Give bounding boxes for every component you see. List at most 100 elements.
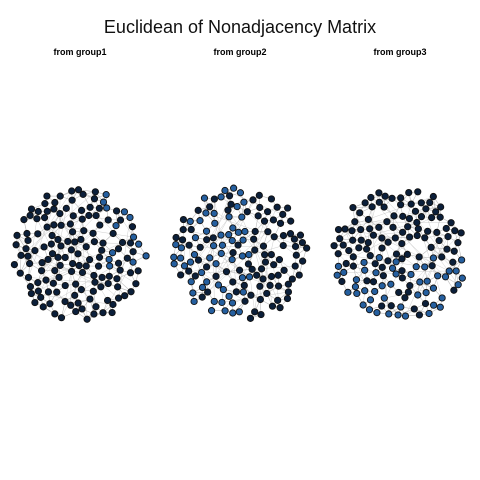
network-node xyxy=(391,234,399,242)
network-node xyxy=(334,262,343,270)
network-node xyxy=(48,231,56,240)
network-node xyxy=(172,240,180,249)
panel-title-group2: from group2 xyxy=(213,47,267,57)
network-node xyxy=(202,263,211,271)
network-node xyxy=(444,233,452,241)
network-node xyxy=(202,209,210,217)
network-node xyxy=(95,204,103,212)
network-node xyxy=(94,262,103,270)
network-node xyxy=(452,267,460,275)
network-node xyxy=(366,252,374,260)
network-node xyxy=(344,288,352,296)
network-node xyxy=(128,223,137,231)
network-node xyxy=(385,310,393,318)
network-node xyxy=(203,278,211,286)
network-node xyxy=(403,250,411,259)
network-node xyxy=(290,235,299,243)
network-plot-group1 xyxy=(10,186,150,323)
network-node xyxy=(210,297,218,306)
network-node xyxy=(186,217,194,226)
network-node xyxy=(51,266,59,275)
network-node xyxy=(375,198,383,206)
network-node xyxy=(416,278,424,286)
network-node xyxy=(64,237,72,246)
network-node xyxy=(196,243,204,251)
network-node xyxy=(421,299,430,308)
network-node xyxy=(108,249,117,257)
network-node xyxy=(224,206,232,214)
network-node xyxy=(240,198,248,206)
network-node xyxy=(361,199,369,207)
network-node xyxy=(259,275,267,283)
network-node xyxy=(129,258,137,266)
network-node xyxy=(363,245,371,253)
network-node xyxy=(454,239,462,247)
network-node xyxy=(378,263,386,271)
network-node xyxy=(287,217,295,225)
network-node xyxy=(44,255,52,264)
network-node xyxy=(61,253,69,262)
network-node xyxy=(441,273,450,281)
network-node xyxy=(399,212,407,220)
network-node xyxy=(170,253,178,261)
network-node xyxy=(433,228,441,237)
network-node xyxy=(436,213,444,221)
network-node xyxy=(429,284,438,292)
network-node xyxy=(424,227,432,235)
network-node xyxy=(421,234,429,242)
network-node xyxy=(219,285,227,294)
network-edge xyxy=(364,270,397,275)
network-node xyxy=(361,287,369,295)
network-edge xyxy=(46,226,136,284)
network-edge xyxy=(213,195,230,238)
network-node xyxy=(255,191,263,199)
network-node xyxy=(51,198,59,207)
network-node xyxy=(203,236,211,244)
network-node xyxy=(126,239,135,247)
network-node xyxy=(24,236,32,245)
network-node xyxy=(39,303,47,311)
network-node xyxy=(435,236,443,245)
network-node xyxy=(392,250,401,258)
network-node xyxy=(241,297,249,305)
network-node xyxy=(450,247,458,255)
network-node xyxy=(375,223,383,231)
network-node xyxy=(27,205,36,213)
network-node xyxy=(43,223,51,231)
network-node xyxy=(109,229,117,238)
network-edge xyxy=(370,197,438,276)
network-node xyxy=(254,212,262,220)
network-node xyxy=(123,254,131,262)
network-node xyxy=(238,252,247,260)
network-node xyxy=(71,291,79,299)
network-node xyxy=(244,260,253,268)
network-node xyxy=(108,308,116,317)
network-node xyxy=(91,278,99,286)
network-node xyxy=(48,250,57,258)
network-node xyxy=(369,231,378,239)
network-node xyxy=(178,236,187,244)
network-node xyxy=(77,286,85,294)
network-node xyxy=(74,250,82,258)
network-node xyxy=(371,287,379,296)
network-node xyxy=(366,225,374,233)
network-node xyxy=(61,297,69,306)
network-edge xyxy=(260,236,275,300)
network-node xyxy=(53,288,61,296)
network-node xyxy=(256,295,264,304)
network-node xyxy=(82,243,90,251)
network-node xyxy=(50,205,58,213)
network-node xyxy=(296,231,305,239)
panel-group1: from group1 xyxy=(0,48,160,348)
network-node xyxy=(69,212,77,220)
network-node xyxy=(89,287,97,295)
network-node xyxy=(284,280,292,288)
network-node xyxy=(37,293,45,301)
network-node xyxy=(51,310,59,318)
network-node xyxy=(187,225,195,234)
network-node xyxy=(449,258,457,266)
network-node xyxy=(349,236,357,244)
network-node xyxy=(438,253,446,261)
network-edge xyxy=(247,211,284,246)
network-node xyxy=(238,213,246,221)
